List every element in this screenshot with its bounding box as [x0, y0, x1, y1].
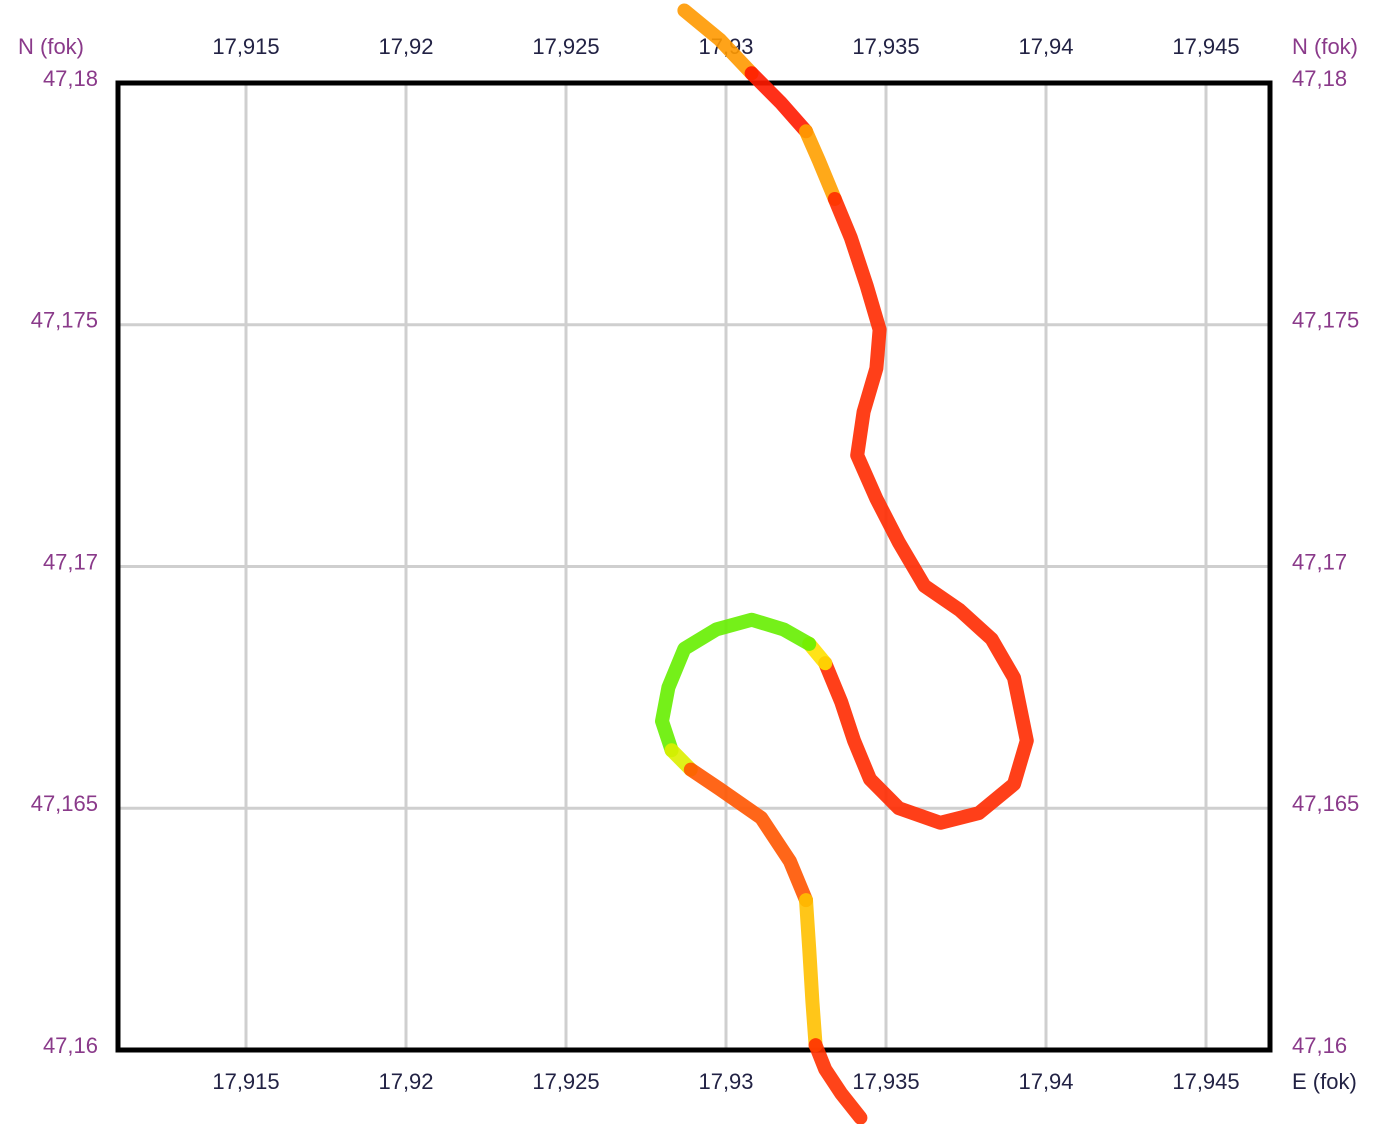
x-tick-label: 17,94 [1018, 1069, 1073, 1094]
plot-frame [115, 80, 1273, 1053]
x-tick-label: 17,925 [532, 1069, 599, 1094]
x-tick-label: 17,935 [852, 34, 919, 59]
x-tick-label: 17,94 [1018, 34, 1073, 59]
track-segment [655, 612, 817, 758]
track-segment [808, 1038, 868, 1124]
y-tick-label: 47,17 [1292, 549, 1347, 574]
grid [118, 81, 1270, 1052]
x-tick-label: 17,915 [212, 1069, 279, 1094]
x-tick-label: 17,92 [378, 1069, 433, 1094]
y-tick-label: 47,16 [43, 1033, 98, 1058]
y-axis-label: N (fok) [18, 34, 84, 59]
x-tick-label: 17,935 [852, 1069, 919, 1094]
y-tick-label: 47,17 [43, 549, 98, 574]
x-tick-label: 17,945 [1172, 1069, 1239, 1094]
y-tick-label: 47,165 [1292, 791, 1359, 816]
track-segment [683, 762, 813, 908]
x-tick-label: 17,915 [212, 34, 279, 59]
y-axis-label: N (fok) [1292, 34, 1358, 59]
y-tick-label: 47,175 [1292, 308, 1359, 333]
track-segment [799, 124, 842, 206]
track-segment [818, 192, 1034, 830]
y-tick-label: 47,16 [1292, 1033, 1347, 1058]
x-tick-label: 17,92 [378, 34, 433, 59]
track-segment [677, 3, 759, 81]
y-tick-label: 47,165 [31, 791, 98, 816]
x-tick-label: 17,925 [532, 34, 599, 59]
x-tick-label: 17,93 [698, 1069, 753, 1094]
y-tick-label: 47,18 [43, 66, 98, 91]
x-tick-label: 17,945 [1172, 34, 1239, 59]
x-axis-label: E (fok) [1292, 1069, 1357, 1094]
y-tick-label: 47,18 [1292, 66, 1347, 91]
y-tick-label: 47,175 [31, 308, 98, 333]
track-segment [744, 66, 813, 139]
track-segment [799, 893, 823, 1053]
